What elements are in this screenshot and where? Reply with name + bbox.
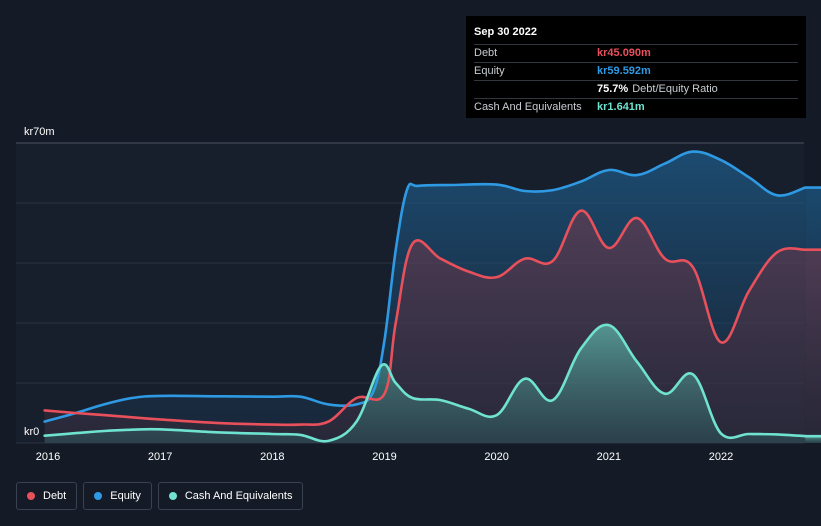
legend-item-equity[interactable]: Equity <box>83 482 152 510</box>
tooltip-date: Sep 30 2022 <box>474 26 537 38</box>
x-tick-label: 2017 <box>148 451 172 463</box>
legend-label: Debt <box>43 490 67 502</box>
tooltip-row-equity: Equity kr59.592m <box>474 62 798 80</box>
x-tick-label: 2016 <box>36 451 60 463</box>
series-areas <box>44 151 821 443</box>
tooltip-ratio-text: Debt/Equity Ratio <box>632 83 718 95</box>
cash-and-equivalents-area <box>44 324 806 443</box>
x-tick-label: 2021 <box>597 451 621 463</box>
cash-and-equivalents-area-tail <box>805 436 821 443</box>
legend-dot-icon <box>168 492 177 500</box>
x-tick-label: 2022 <box>709 451 733 463</box>
legend-item-debt[interactable]: Debt <box>16 482 78 510</box>
series-lines <box>43 150 821 443</box>
x-tick-label: 2018 <box>260 451 284 463</box>
legend-dot-icon <box>94 492 103 500</box>
tooltip-value: 75.7% <box>597 83 629 95</box>
tooltip-row-debt: Debt kr45.090m <box>474 44 798 62</box>
tooltip-row-cash: Cash And Equivalents kr1.641m <box>474 98 798 116</box>
x-tick-label: 2020 <box>484 451 508 463</box>
y-axis-bottom-label: kr0 <box>24 426 39 438</box>
legend-item-cash[interactable]: Cash And Equivalents <box>157 482 304 510</box>
tooltip-label: Debt <box>474 47 498 59</box>
legend: Debt Equity Cash And Equivalents <box>16 482 304 510</box>
tooltip-value: kr59.592m <box>597 65 651 77</box>
tooltip: Sep 30 2022 Debt kr45.090m Equity kr59.5… <box>466 16 806 118</box>
legend-dot-icon <box>27 492 35 500</box>
tooltip-value: kr45.090m <box>597 47 651 59</box>
legend-label: Cash And Equivalents <box>184 490 293 502</box>
cash-and-equivalents-line <box>43 323 807 443</box>
debt-area-tail <box>805 249 821 443</box>
equity-line <box>43 150 807 423</box>
tooltip-label <box>474 81 597 98</box>
tooltip-row-ratio: 75.7% Debt/Equity Ratio <box>474 80 798 98</box>
debt-line <box>43 209 807 427</box>
tooltip-label: Cash And Equivalents <box>474 101 582 113</box>
tooltip-value: kr1.641m <box>597 101 645 113</box>
legend-label: Equity <box>110 490 141 502</box>
y-axis-top-label: kr70m <box>24 126 55 138</box>
tooltip-label: Equity <box>474 65 505 77</box>
x-tick-label: 2019 <box>372 451 396 463</box>
axis-labels: kr70m kr0 2016 2017 2018 2019 2020 2021 2022 <box>24 126 733 463</box>
